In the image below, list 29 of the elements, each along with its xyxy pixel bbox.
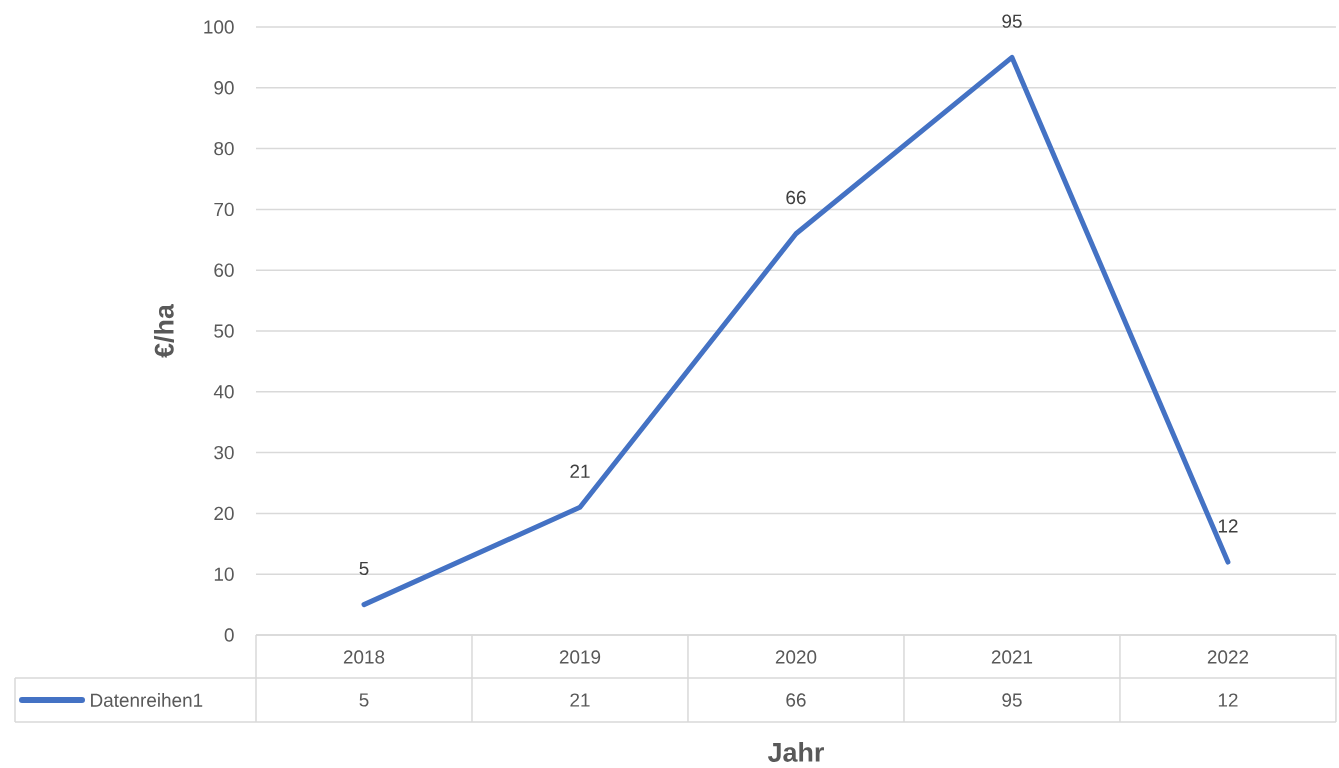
y-axis-title: €/ha [153,303,175,358]
y-tick-label: 40 [213,385,234,399]
annotation: 5 [359,561,369,576]
legend-label: Datenreihen1 [91,693,203,707]
y-tick-label: 0 [224,628,234,642]
y-tick-label: 50 [214,324,234,338]
y-tick-label: 30 [214,445,234,460]
annotation: 95 [1002,14,1022,28]
data-label: 12 [1218,693,1238,707]
annotation: 12 [1218,519,1238,533]
x-tick-label: 2018 [343,650,385,664]
y-tick-label: 60 [214,263,234,277]
x-tick-label: 2021 [991,650,1033,664]
x-tick-label: 2020 [775,650,817,664]
data-label: 66 [786,693,806,707]
annotation: 21 [570,464,590,478]
x-tick-label: 2022 [1207,650,1249,664]
y-tick-label: 70 [214,202,234,217]
x-axis-title: Jahr [767,742,824,762]
y-tick-label: 80 [214,141,234,156]
y-tick-label: 20 [214,506,234,521]
annotation: 66 [786,190,806,205]
data-label: 21 [570,693,590,707]
y-tick-label: 90 [214,81,234,95]
y-tick-label: 100 [204,20,234,34]
data-label: 95 [1002,693,1022,707]
y-tick-label: 10 [214,567,234,581]
data-label: 5 [359,693,369,707]
x-tick-label: 2019 [559,650,601,664]
